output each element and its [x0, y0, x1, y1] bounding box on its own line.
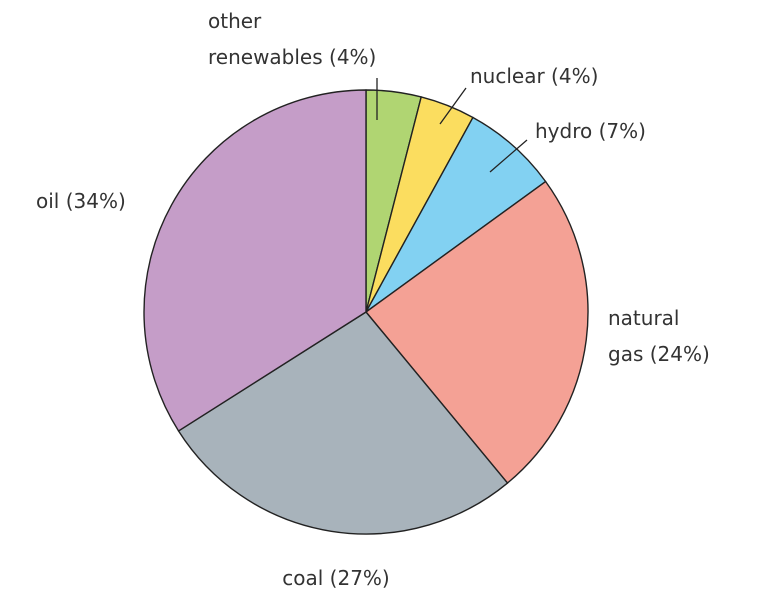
label-line: renewables (4%)	[208, 45, 376, 69]
label-natural-gas: natural gas (24%)	[608, 306, 710, 366]
label-line: hydro (7%)	[535, 119, 646, 143]
slice-natural-gas	[365, 180, 589, 484]
leader-line-hydro	[489, 139, 528, 173]
leader-line-nuclear	[439, 87, 467, 125]
labels-layer: other renewables (4%) nuclear (4%) hydro (7…	[36, 9, 710, 590]
slice-oil	[143, 89, 367, 432]
label-line: natural	[608, 306, 679, 330]
label-line: nuclear (4%)	[470, 64, 598, 88]
leader-lines-layer	[376, 78, 528, 173]
slices-layer	[143, 89, 589, 535]
label-other-renewables: other renewables (4%)	[208, 9, 376, 69]
label-oil: oil (34%)	[36, 189, 126, 213]
label-line: coal (27%)	[282, 566, 389, 590]
slice-coal	[177, 311, 509, 535]
label-line: other	[208, 9, 262, 33]
label-line: oil (34%)	[36, 189, 126, 213]
label-hydro: hydro (7%)	[535, 119, 646, 143]
label-line: gas (24%)	[608, 342, 710, 366]
label-nuclear: nuclear (4%)	[470, 64, 598, 88]
label-coal: coal (27%)	[282, 566, 389, 590]
